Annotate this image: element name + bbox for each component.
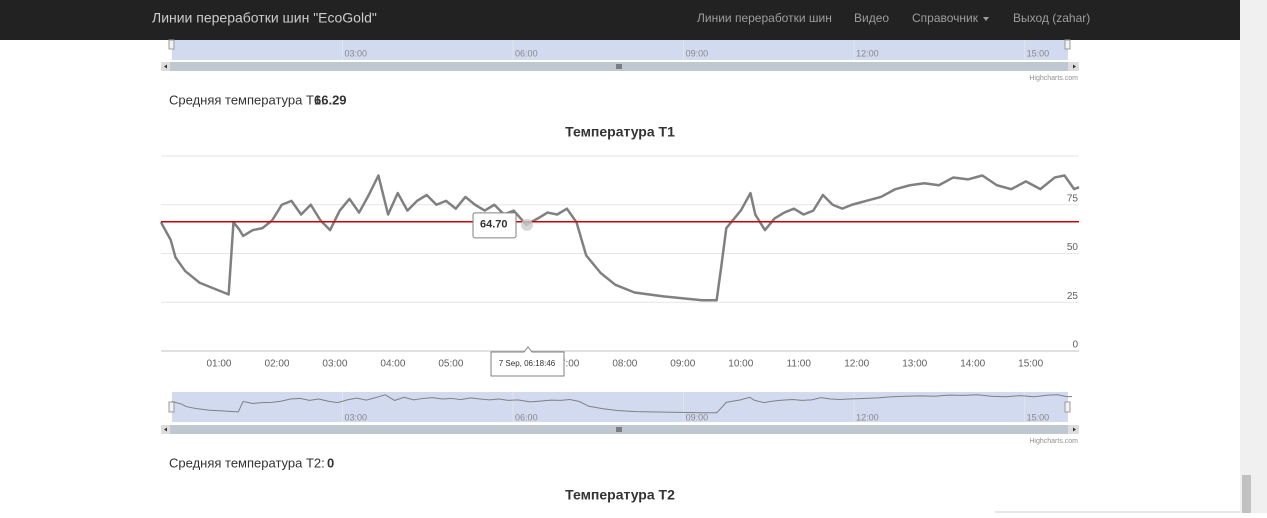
handle[interactable] — [168, 39, 175, 50]
nav-tick-label: 03:00 — [345, 412, 368, 422]
x-tick-label: 15:00 — [1018, 359, 1043, 370]
nav-link[interactable]: Линии переработки шин — [697, 11, 832, 25]
x-tick-label: 13:00 — [902, 359, 927, 370]
x-tick-label: 11:00 — [787, 359, 812, 370]
average-label: Средняя температура T2: — [169, 455, 325, 470]
series-line — [159, 174, 1080, 302]
nav-link[interactable]: Справочник — [912, 11, 979, 25]
nav-tick-label: 15:00 — [1027, 48, 1050, 58]
nav-tick-label: 15:00 — [1027, 412, 1050, 422]
chart-title: Температура T2 — [565, 487, 675, 503]
nav-tick-label: 03:00 — [345, 48, 368, 58]
x-tick-label: 14:00 — [960, 359, 985, 370]
tooltip-value: 64.70 — [480, 219, 508, 231]
credits[interactable]: Highcharts.com — [1029, 75, 1078, 82]
x-tick-label: 01:00 — [206, 359, 231, 370]
y-tick-label: 0 — [1072, 340, 1078, 351]
caret — [983, 17, 989, 21]
grip — [616, 427, 622, 432]
handle[interactable] — [1064, 401, 1071, 413]
handle[interactable] — [168, 401, 175, 413]
x-tick-label: 08:00 — [612, 359, 637, 370]
page-scrollbar[interactable] — [1240, 0, 1267, 513]
x-tick-label: 12:00 — [844, 359, 869, 370]
y-tick-label: 25 — [1067, 291, 1079, 302]
x-tick-label: 05:00 — [438, 359, 463, 370]
average-value: 0 — [327, 455, 334, 470]
tooltip-time: 7 Sep, 06:18:46 — [499, 359, 556, 368]
average-label: Средняя температура T1: — [169, 92, 325, 107]
x-tick-label: 09:00 — [670, 359, 695, 370]
x-tick-label: 04:00 — [380, 359, 405, 370]
grip — [616, 64, 622, 69]
nav-tick-label: 09:00 — [686, 48, 709, 58]
chart-title: Температура T1 — [565, 124, 675, 140]
brand[interactable]: Линии переработки шин "EcoGold" — [152, 10, 377, 26]
nav-tick-label: 12:00 — [856, 412, 879, 422]
navigator-band — [172, 392, 1068, 422]
x-tick-label: 02:00 — [264, 359, 289, 370]
credits[interactable]: Highcharts.com — [1029, 438, 1078, 445]
y-tick-label: 75 — [1067, 193, 1079, 204]
navbar — [0, 0, 1240, 40]
y-tick-label: 50 — [1067, 242, 1079, 253]
hover-marker — [521, 218, 534, 231]
tooltip-box — [472, 212, 517, 239]
x-tick-label: 10:00 — [728, 359, 753, 370]
nav-tick-label: 06:00 — [515, 48, 538, 58]
nav-tick-label: 06:00 — [515, 412, 538, 422]
nav-series-line — [171, 394, 1073, 414]
page-scrollbar-thumb[interactable] — [1242, 475, 1251, 513]
nav-tick-label: 12:00 — [856, 48, 879, 58]
x-tick-label: 07:00 — [554, 359, 579, 370]
x-tick-label: 03:00 — [322, 359, 347, 370]
handle[interactable] — [1064, 39, 1071, 50]
nav-link[interactable]: Видео — [854, 11, 889, 25]
navigator-band — [172, 40, 1068, 60]
average-value: 66.29 — [314, 92, 347, 107]
tooltip-box — [490, 346, 565, 377]
nav-tick-label: 09:00 — [686, 412, 709, 422]
nav-link[interactable]: Выход (zahar) — [1013, 11, 1090, 25]
